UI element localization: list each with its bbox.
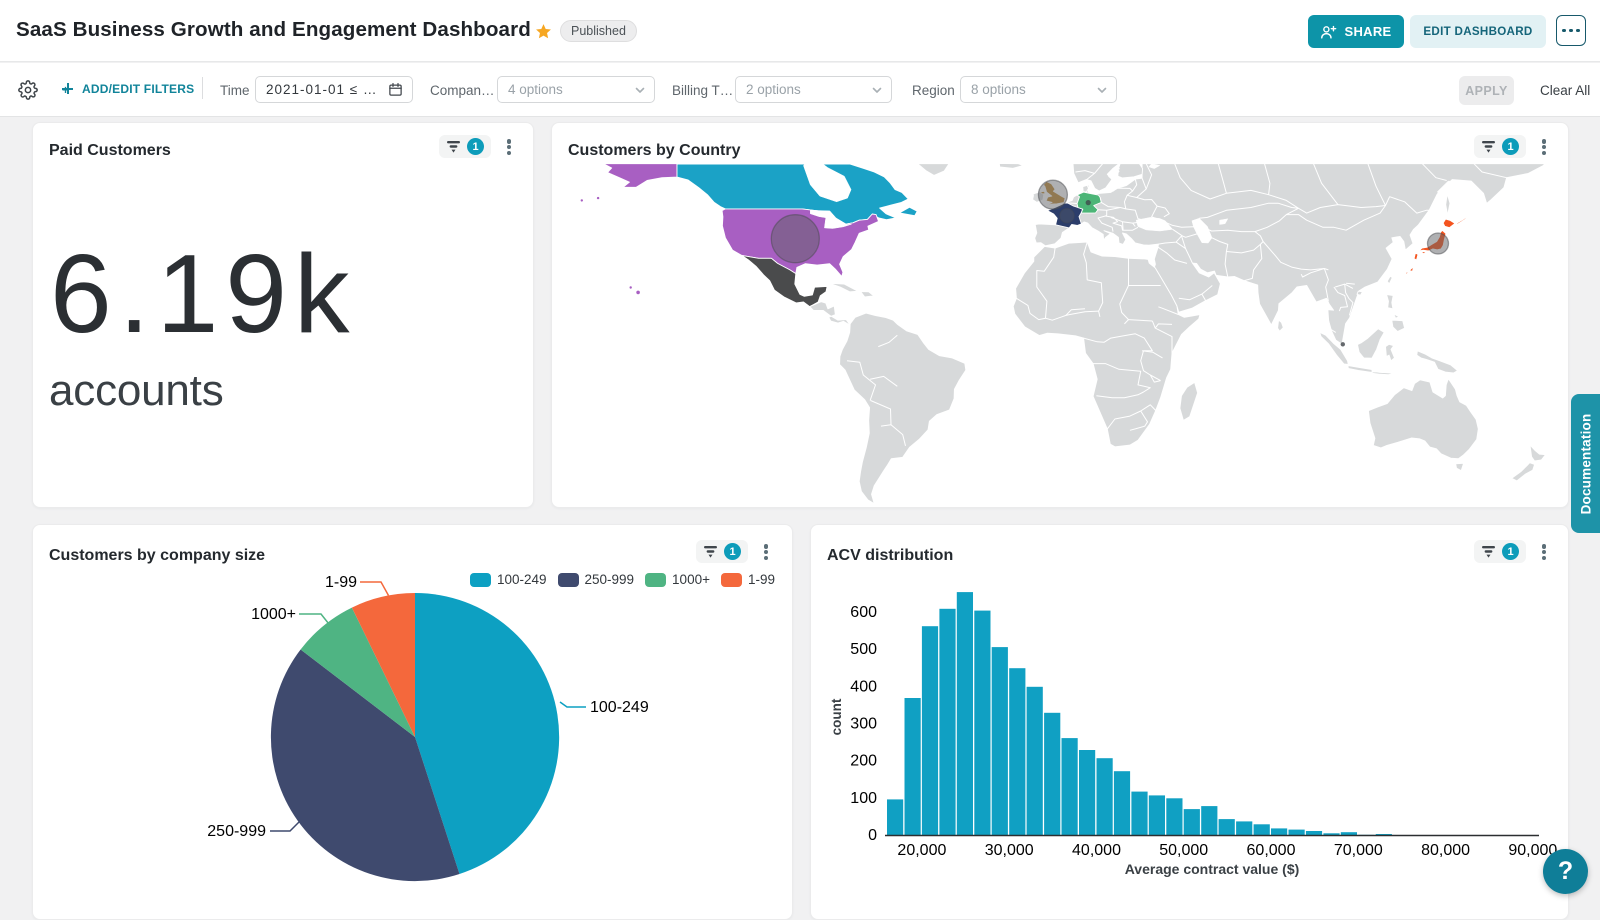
svg-text:count: count [829,698,844,735]
svg-text:0: 0 [868,827,877,844]
svg-text:30,000: 30,000 [985,842,1034,859]
svg-text:60,000: 60,000 [1247,842,1296,859]
svg-text:20,000: 20,000 [897,842,946,859]
svg-text:40,000: 40,000 [1072,842,1121,859]
svg-text:500: 500 [850,641,877,658]
svg-text:50,000: 50,000 [1159,842,1208,859]
svg-text:Average contract value ($): Average contract value ($) [1125,861,1300,877]
svg-text:1000+: 1000+ [251,606,296,623]
svg-text:100-249: 100-249 [590,699,649,716]
svg-text:250-999: 250-999 [207,823,266,840]
svg-text:1-99: 1-99 [325,574,357,591]
svg-text:70,000: 70,000 [1334,842,1383,859]
svg-text:600: 600 [850,604,877,621]
svg-text:100: 100 [850,790,877,807]
svg-text:200: 200 [850,753,877,770]
svg-text:300: 300 [850,716,877,733]
svg-text:80,000: 80,000 [1421,842,1470,859]
svg-text:400: 400 [850,678,877,695]
